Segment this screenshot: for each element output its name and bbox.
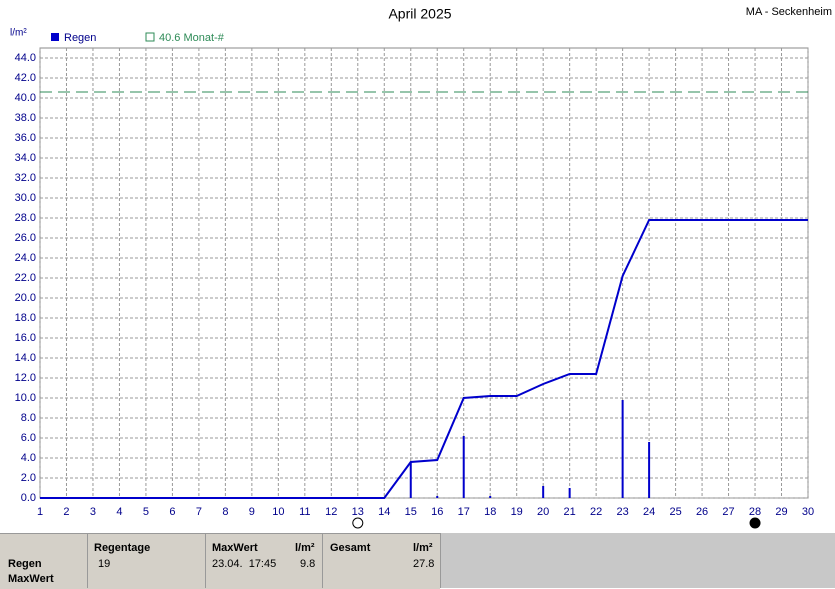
x-tick-label: 30 bbox=[802, 506, 814, 518]
chart-title: April 2025 bbox=[388, 6, 451, 22]
x-tick-label: 21 bbox=[564, 506, 576, 518]
y-axis-label: l/m² bbox=[10, 28, 27, 39]
x-tick-label: 20 bbox=[537, 506, 549, 518]
x-tick-label: 9 bbox=[249, 506, 255, 518]
bar bbox=[409, 462, 412, 498]
x-tick-label: 7 bbox=[196, 506, 202, 518]
full-moon bbox=[352, 517, 364, 529]
y-tick-label: 2.0 bbox=[21, 472, 36, 484]
y-tick-label: 34.0 bbox=[15, 152, 36, 164]
x-tick-label: 24 bbox=[643, 506, 655, 518]
bar bbox=[436, 496, 439, 498]
y-tick-label: 4.0 bbox=[21, 452, 36, 464]
x-tick-label: 14 bbox=[378, 506, 390, 518]
header: l/m² bbox=[413, 542, 433, 554]
x-tick-label: 15 bbox=[405, 506, 417, 518]
header: Regentage bbox=[94, 542, 151, 554]
divider bbox=[440, 533, 441, 588]
x-tick-label: 29 bbox=[775, 506, 787, 518]
row-label: Regen bbox=[8, 558, 42, 570]
y-tick-label: 26.0 bbox=[15, 232, 36, 244]
cell: 19 bbox=[98, 558, 111, 570]
bar bbox=[648, 442, 651, 498]
y-tick-label: 32.0 bbox=[15, 172, 36, 184]
y-tick-label: 44.0 bbox=[15, 52, 36, 64]
footer-panel bbox=[0, 533, 440, 589]
row-label: MaxWert bbox=[8, 573, 54, 585]
x-tick-label: 26 bbox=[696, 506, 708, 518]
chart: April 2025 MA - Seckenheim l/m² Regen 40… bbox=[10, 6, 832, 529]
x-tick-label: 23 bbox=[616, 506, 628, 518]
y-tick-label: 22.0 bbox=[15, 272, 36, 284]
legend-label: Regen bbox=[64, 32, 96, 44]
y-tick-label: 8.0 bbox=[21, 412, 36, 424]
x-tick-label: 13 bbox=[352, 506, 364, 518]
bar bbox=[489, 496, 492, 498]
divider bbox=[205, 533, 206, 588]
y-tick-label: 30.0 bbox=[15, 192, 36, 204]
header: l/m² bbox=[295, 542, 315, 554]
x-tick-label: 3 bbox=[90, 506, 96, 518]
y-tick-label: 0.0 bbox=[21, 492, 36, 504]
bar bbox=[621, 400, 624, 498]
x-tick-label: 22 bbox=[590, 506, 602, 518]
x-tick-label: 12 bbox=[325, 506, 337, 518]
x-tick-label: 25 bbox=[669, 506, 681, 518]
x-tick-label: 28 bbox=[749, 506, 761, 518]
bar bbox=[542, 486, 545, 498]
x-tick-label: 6 bbox=[169, 506, 175, 518]
x-tick-label: 16 bbox=[431, 506, 443, 518]
divider bbox=[87, 533, 88, 588]
divider bbox=[322, 533, 323, 588]
y-tick-label: 36.0 bbox=[15, 132, 36, 144]
header: MaxWert bbox=[212, 542, 258, 554]
y-tick-label: 6.0 bbox=[21, 432, 36, 444]
y-tick-label: 20.0 bbox=[15, 292, 36, 304]
legend-swatch bbox=[51, 33, 59, 41]
legend-swatch bbox=[145, 32, 155, 42]
x-tick-label: 8 bbox=[222, 506, 228, 518]
x-tick-label: 11 bbox=[299, 506, 310, 518]
x-tick-label: 19 bbox=[511, 506, 523, 518]
y-tick-label: 38.0 bbox=[15, 112, 36, 124]
x-tick-label: 2 bbox=[63, 506, 69, 518]
y-tick-label: 10.0 bbox=[15, 392, 36, 404]
rain-line bbox=[40, 219, 808, 499]
x-tick-label: 5 bbox=[143, 506, 149, 518]
station: MA - Seckenheim bbox=[746, 6, 832, 18]
x-tick-label: 10 bbox=[272, 506, 284, 518]
footer: Regen MaxWert Regentage MaxWert l/m² Ges… bbox=[0, 533, 835, 589]
cell: 9.8 bbox=[300, 558, 316, 570]
y-tick-label: 24.0 bbox=[15, 252, 36, 264]
header: Gesamt bbox=[330, 542, 371, 554]
y-tick-label: 42.0 bbox=[15, 72, 36, 84]
y-tick-label: 12.0 bbox=[15, 372, 36, 384]
legend-label: 40.6 Monat-# bbox=[159, 32, 225, 44]
bar bbox=[462, 436, 465, 498]
x-tick-label: 18 bbox=[484, 506, 496, 518]
cell: 23.04. 17:45 bbox=[212, 558, 277, 570]
y-tick-label: 40.0 bbox=[15, 92, 36, 104]
x-tick-label: 4 bbox=[116, 506, 122, 518]
y-tick-label: 16.0 bbox=[15, 332, 36, 344]
y-tick-label: 14.0 bbox=[15, 352, 36, 364]
new-moon bbox=[749, 517, 761, 529]
x-tick-label: 1 bbox=[37, 506, 43, 518]
y-tick-label: 28.0 bbox=[15, 212, 36, 224]
cell: 27.8 bbox=[413, 558, 435, 570]
x-tick-label: 27 bbox=[722, 506, 734, 518]
bar bbox=[568, 488, 571, 498]
plot-frame bbox=[39, 47, 809, 499]
x-tick-label: 17 bbox=[458, 506, 470, 518]
y-tick-label: 18.0 bbox=[15, 312, 36, 324]
